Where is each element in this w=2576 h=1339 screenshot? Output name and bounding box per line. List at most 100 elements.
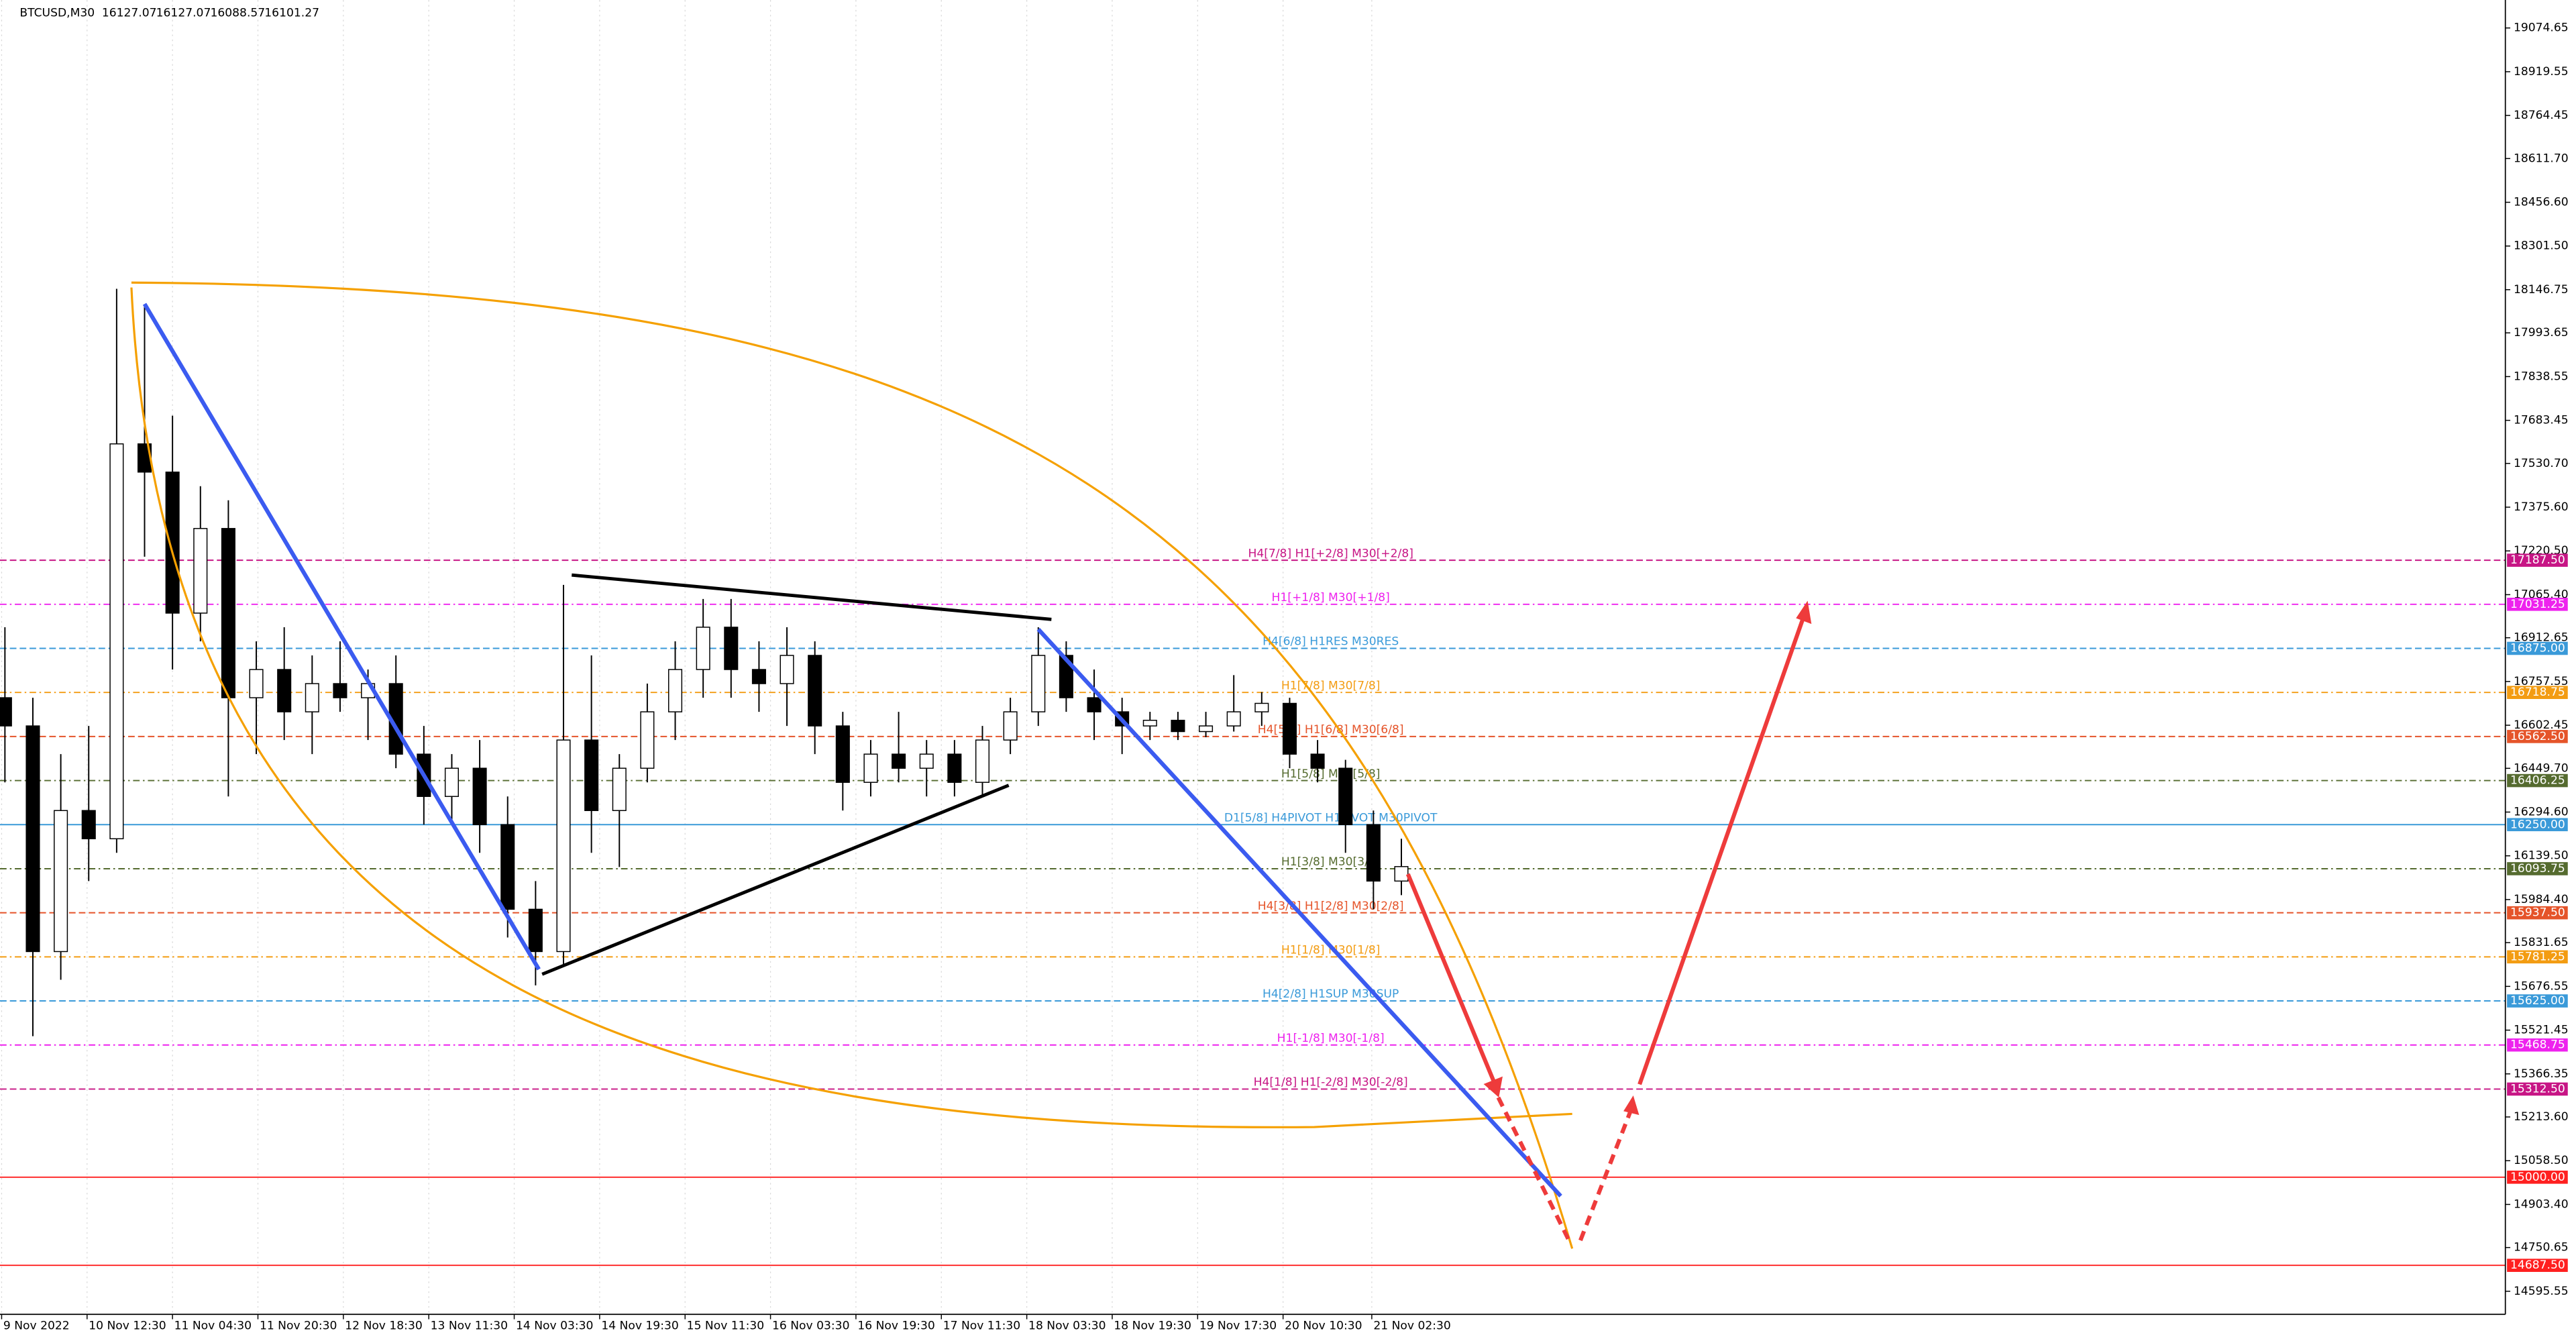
candle-body [584,739,599,811]
candle-body [444,767,459,797]
candle-body [668,669,683,712]
y-tick-label: 14903.40 [2514,1197,2569,1211]
y-tick-label: 17530.70 [2514,457,2569,470]
ohlc-value: 16101.27 [264,7,319,20]
x-tick-label: 12 Nov 18:30 [345,1319,422,1332]
candle-body [696,627,710,670]
price-box [2507,641,2568,655]
y-tick-label: 17375.60 [2514,500,2569,514]
y-tick-label: 19074.65 [2514,21,2569,35]
y-tick-label: 15831.65 [2514,936,2569,949]
candle-body [1087,697,1102,712]
candle-body [975,739,990,783]
y-tick-label: 14595.55 [2514,1285,2569,1298]
price-box-label: 16562.50 [2510,730,2565,743]
x-tick-label: 14 Nov 03:30 [516,1319,593,1332]
price-box-label: 16875.00 [2510,641,2565,655]
x-tick-label: 18 Nov 19:30 [1114,1319,1191,1332]
y-tick-label: 16139.50 [2514,849,2569,863]
candle-body [109,443,124,840]
candle-body [556,739,571,953]
y-tick-label: 18456.60 [2514,196,2569,209]
candle-body [919,753,934,769]
y-tick-label: 15521.45 [2514,1024,2569,1037]
ohlc-value: 16088.57 [210,7,265,20]
price-box-label: 15000.00 [2510,1171,2565,1184]
y-tick-label: 16912.65 [2514,631,2569,645]
level-label: H4[5/8] H1[6/8] M30[6/8] [1258,723,1404,737]
price-box [2507,598,2568,611]
candle-body [25,725,40,953]
candle-body [1338,767,1353,826]
candle-body [1031,655,1046,712]
price-box-label: 15468.75 [2510,1038,2565,1052]
y-tick-label: 16757.55 [2514,675,2569,688]
candle-body [1171,719,1185,733]
y-tick-label: 18146.75 [2514,283,2569,297]
candle-body [472,767,487,826]
candle-body [808,655,822,727]
x-tick-label: 17 Nov 11:30 [943,1319,1020,1332]
arrowhead [1796,600,1812,625]
arrow [1496,1096,1571,1242]
candles [0,288,1409,1036]
level-label: H1[5/8] M30[5/8] [1281,767,1381,781]
price-box [2507,1038,2568,1052]
candle-body [165,471,180,614]
orange-arc [130,287,1572,1128]
axes: 9 Nov 2022 10 Nov 12:30 11 Nov 04:30 11 Nov… [1,21,2569,1332]
candle-body [1282,702,1297,755]
x-tick-label: 16 Nov 03:30 [772,1319,849,1332]
x-tick-label: 11 Nov 04:30 [174,1319,252,1332]
candle-body [724,627,739,670]
candle-body [1394,866,1409,882]
candle-body [193,528,208,614]
y-tick-label: 15676.55 [2514,979,2569,993]
level-label: H4[7/8] H1[+2/8] M30[+2/8] [1248,547,1413,560]
x-tick-label: 20 Nov 10:30 [1285,1319,1362,1332]
candle-body [333,683,347,698]
price-box [2507,1258,2568,1272]
arrowhead [1483,1076,1503,1097]
price-box [2507,553,2568,567]
triangle-line [572,573,1052,621]
y-tick-label: 14750.65 [2514,1241,2569,1254]
candle-body [500,824,515,910]
y-tick-label: 16449.70 [2514,761,2569,775]
level-label: H1[7/8] M30[7/8] [1281,679,1381,692]
candle-body [81,810,96,840]
price-box-label: 15312.50 [2510,1082,2565,1095]
y-tick-label: 17993.65 [2514,326,2569,339]
price-box [2507,862,2568,875]
price-box-label: 15937.50 [2510,906,2565,920]
level-label: H4[1/8] H1[-2/8] M30[-2/8] [1254,1076,1408,1089]
candle-body [528,908,543,953]
x-tick-label: 19 Nov 17:30 [1199,1319,1277,1332]
arrowhead [1623,1095,1640,1116]
x-tick-label: 11 Nov 20:30 [260,1319,337,1332]
price-box [2507,773,2568,788]
x-tick-label: 9 Nov 2022 [3,1319,70,1332]
price-box-label: 17187.50 [2510,553,2565,567]
price-box [2507,950,2568,964]
x-tick-label: 14 Nov 19:30 [601,1319,678,1332]
level-label: D1[5/8] H4PIVOT H1PIVOT M30PIVOT [1224,811,1438,824]
ohlc-value: 16127.07 [102,7,157,20]
candle-body [249,669,264,698]
price-box-label: 17031.25 [2510,598,2565,611]
level-label: H1[3/8] M30[3/8] [1281,855,1381,869]
candle-body [221,528,235,698]
y-tick-label: 18611.70 [2514,152,2569,165]
symbol: BTCUSD,M30 [19,7,95,20]
candle-body [277,669,292,712]
arrow [1578,1108,1633,1242]
y-tick-label: 15213.60 [2514,1110,2569,1124]
price-box [2507,686,2568,699]
price-box [2507,730,2568,743]
price-box [2507,818,2568,832]
candle-body [863,753,878,783]
candle-body [1199,725,1214,733]
y-tick-label: 17683.45 [2514,414,2569,427]
